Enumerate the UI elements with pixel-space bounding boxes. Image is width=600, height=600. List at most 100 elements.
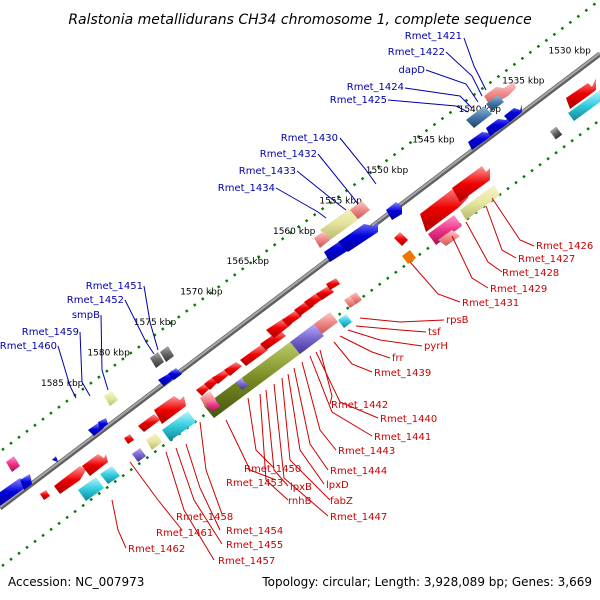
gene-arrow[interactable]	[138, 414, 160, 432]
gene-arrow[interactable]	[196, 384, 210, 396]
gene-arrow[interactable]	[386, 202, 402, 220]
gene-arrow[interactable]	[154, 396, 186, 424]
gene-link-rmet_1458[interactable]: Rmet_1458	[176, 512, 233, 523]
gene-link-rmet_1450[interactable]: Rmet_1450	[244, 464, 301, 475]
gene-arrow[interactable]	[212, 370, 230, 384]
gene-arrow[interactable]	[20, 474, 32, 490]
gene-link-rmet_1434[interactable]: Rmet_1434	[218, 183, 275, 194]
gene-arrow[interactable]	[40, 490, 50, 500]
gene-link-rmet_1439[interactable]: Rmet_1439	[374, 368, 431, 379]
gene-link-rmet_1430[interactable]: Rmet_1430	[281, 133, 338, 144]
gene-link-rmet_1424[interactable]: Rmet_1424	[347, 82, 404, 93]
gene-box[interactable]	[6, 456, 20, 472]
gene-link-lpxb[interactable]: lpxB	[290, 482, 312, 493]
gene-link-rmet_1421[interactable]: Rmet_1421	[405, 31, 462, 42]
gene-box[interactable]	[132, 448, 146, 462]
gene-link-rmet_1460[interactable]: Rmet_1460	[0, 341, 57, 352]
gene-link-rnhb[interactable]: rnhB	[288, 496, 312, 507]
gene-box[interactable]	[78, 477, 104, 501]
gene-arrow[interactable]	[52, 456, 58, 462]
gene-arrow[interactable]	[282, 310, 302, 326]
gene-link-rmet_1440[interactable]: Rmet_1440	[380, 414, 437, 425]
gene-link-smpb[interactable]: smpB	[72, 310, 100, 321]
gene-link-rmet_1444[interactable]: Rmet_1444	[330, 466, 387, 477]
gene-arrow[interactable]	[168, 368, 182, 380]
gene-link-rmet_1441[interactable]: Rmet_1441	[374, 432, 431, 443]
gene-link-rmet_1452[interactable]: Rmet_1452	[67, 295, 124, 306]
gene-box[interactable]	[402, 250, 416, 264]
gene-link-rmet_1453[interactable]: Rmet_1453	[226, 478, 283, 489]
gene-link-rpsb[interactable]: rpsB	[446, 315, 469, 326]
gene-link-tsf[interactable]: tsf	[428, 327, 441, 338]
gene-arrow[interactable]	[486, 114, 510, 136]
gene-arrow[interactable]	[338, 220, 378, 252]
gene-arrow[interactable]	[98, 418, 108, 430]
gene-link-rmet_1451[interactable]: Rmet_1451	[86, 281, 143, 292]
gene-box[interactable]	[204, 342, 300, 418]
gene-arrow[interactable]	[504, 104, 522, 122]
gene-link-lpxd[interactable]: lpxD	[326, 480, 349, 491]
gene-box[interactable]	[486, 95, 504, 111]
gene-arrow[interactable]	[240, 344, 268, 366]
gene-arrow[interactable]	[566, 78, 596, 109]
gene-link-rmet_1428[interactable]: Rmet_1428	[502, 268, 559, 279]
gene-box[interactable]	[350, 292, 362, 304]
gene-box[interactable]	[466, 106, 492, 128]
gene-link-rmet_1442[interactable]: Rmet_1442	[331, 400, 388, 411]
gene-box[interactable]	[344, 296, 356, 308]
gene-box[interactable]	[146, 433, 162, 450]
gene-link-rmet_1422[interactable]: Rmet_1422	[388, 47, 445, 58]
gene-box[interactable]	[549, 126, 563, 140]
gene-link-rmet_1426[interactable]: Rmet_1426	[536, 241, 593, 252]
gene-box[interactable]	[350, 201, 370, 219]
gene-link-rmet_1461[interactable]: Rmet_1461	[156, 528, 213, 539]
gene-arrow[interactable]	[82, 454, 108, 476]
gene-link-rmet_1462[interactable]: Rmet_1462	[128, 544, 185, 555]
gene-arrow[interactable]	[54, 466, 86, 494]
gene-box[interactable]	[460, 185, 500, 220]
gene-link-rmet_1454[interactable]: Rmet_1454	[226, 526, 283, 537]
gene-link-rmet_1429[interactable]: Rmet_1429	[490, 284, 547, 295]
gene-arrow[interactable]	[568, 90, 600, 121]
gene-box[interactable]	[428, 215, 462, 245]
gene-box[interactable]	[104, 391, 118, 406]
gene-link-rmet_1455[interactable]: Rmet_1455	[226, 540, 283, 551]
gene-link-dapd[interactable]: dapD	[398, 65, 425, 76]
gene-link-rmet_1459[interactable]: Rmet_1459	[22, 327, 79, 338]
gene-box[interactable]	[338, 314, 352, 328]
gene-link-rmet_1443[interactable]: Rmet_1443	[338, 446, 395, 457]
gene-link-rmet_1447[interactable]: Rmet_1447	[330, 512, 387, 523]
gene-box[interactable]	[200, 391, 216, 408]
gene-link-rmet_1432[interactable]: Rmet_1432	[260, 149, 317, 160]
gene-link-rmet_1457[interactable]: Rmet_1457	[218, 556, 275, 567]
gene-arrow[interactable]	[316, 286, 334, 300]
gene-link-rmet_1431[interactable]: Rmet_1431	[462, 298, 519, 309]
gene-box[interactable]	[206, 398, 220, 412]
gene-arrow[interactable]	[468, 128, 494, 150]
gene-link-rmet_1433[interactable]: Rmet_1433	[239, 166, 296, 177]
gene-box[interactable]	[162, 411, 196, 441]
gene-arrow[interactable]	[224, 362, 242, 376]
gene-link-rmet_1425[interactable]: Rmet_1425	[330, 95, 387, 106]
gene-arrow[interactable]	[124, 434, 134, 444]
gene-box[interactable]	[150, 352, 164, 368]
gene-link-fabz[interactable]: fabZ	[330, 496, 353, 507]
gene-box[interactable]	[236, 378, 248, 390]
gene-box[interactable]	[290, 324, 324, 354]
gene-link-frr[interactable]: frr	[392, 353, 404, 364]
gene-box[interactable]	[314, 312, 338, 334]
gene-box[interactable]	[100, 466, 120, 484]
gene-link-pyrh[interactable]: pyrH	[424, 341, 448, 352]
gene-label: Rmet_1453	[226, 478, 283, 489]
cluster-1450-1462	[0, 346, 196, 506]
gene-arrow[interactable]	[0, 478, 28, 506]
gene-arrow[interactable]	[452, 166, 490, 202]
gene-link-rmet_1427[interactable]: Rmet_1427	[518, 254, 575, 265]
gene-arrow[interactable]	[438, 230, 460, 246]
gene-box[interactable]	[160, 346, 174, 362]
gene-arrow[interactable]	[326, 278, 340, 290]
gene-arrow[interactable]	[260, 330, 286, 350]
gene-box[interactable]	[314, 231, 330, 248]
kbp-tick-label: 1545 kbp	[412, 136, 455, 146]
gene-arrow[interactable]	[394, 232, 408, 246]
